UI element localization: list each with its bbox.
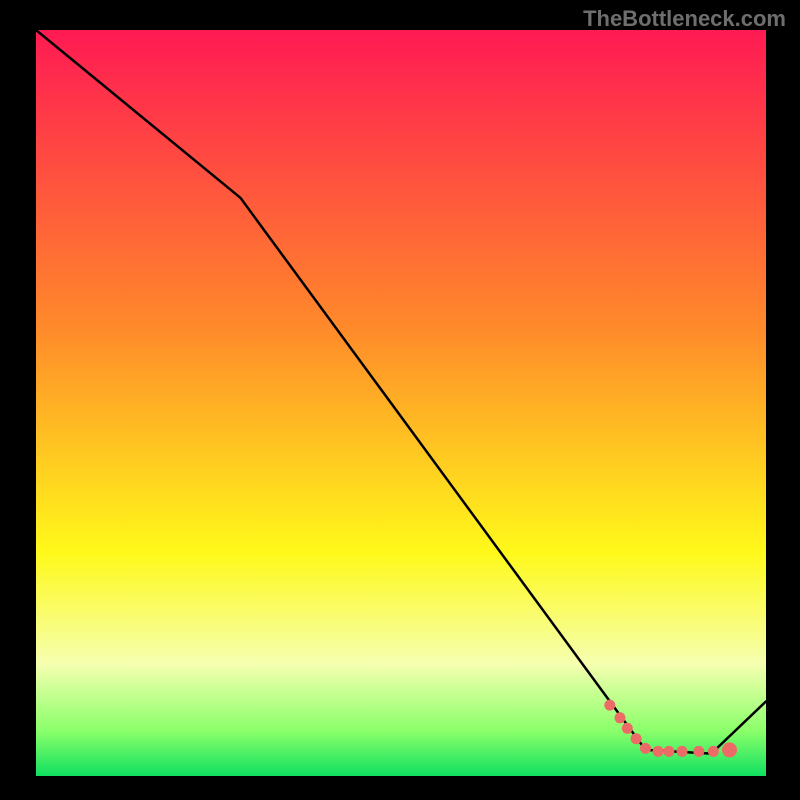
marker-point <box>708 746 719 757</box>
marker-point <box>622 723 633 734</box>
marker-point <box>677 746 688 757</box>
marker-point <box>615 712 626 723</box>
main-curve <box>36 30 766 754</box>
marker-point <box>631 733 642 744</box>
chart-overlay-svg <box>0 0 800 800</box>
marker-point <box>604 700 615 711</box>
marker-point <box>640 743 651 754</box>
watermark-text: TheBottleneck.com <box>583 6 786 32</box>
marker-series <box>604 700 737 758</box>
marker-end-point <box>722 742 737 757</box>
marker-point <box>653 746 664 757</box>
marker-point <box>663 746 674 757</box>
marker-point <box>693 746 704 757</box>
